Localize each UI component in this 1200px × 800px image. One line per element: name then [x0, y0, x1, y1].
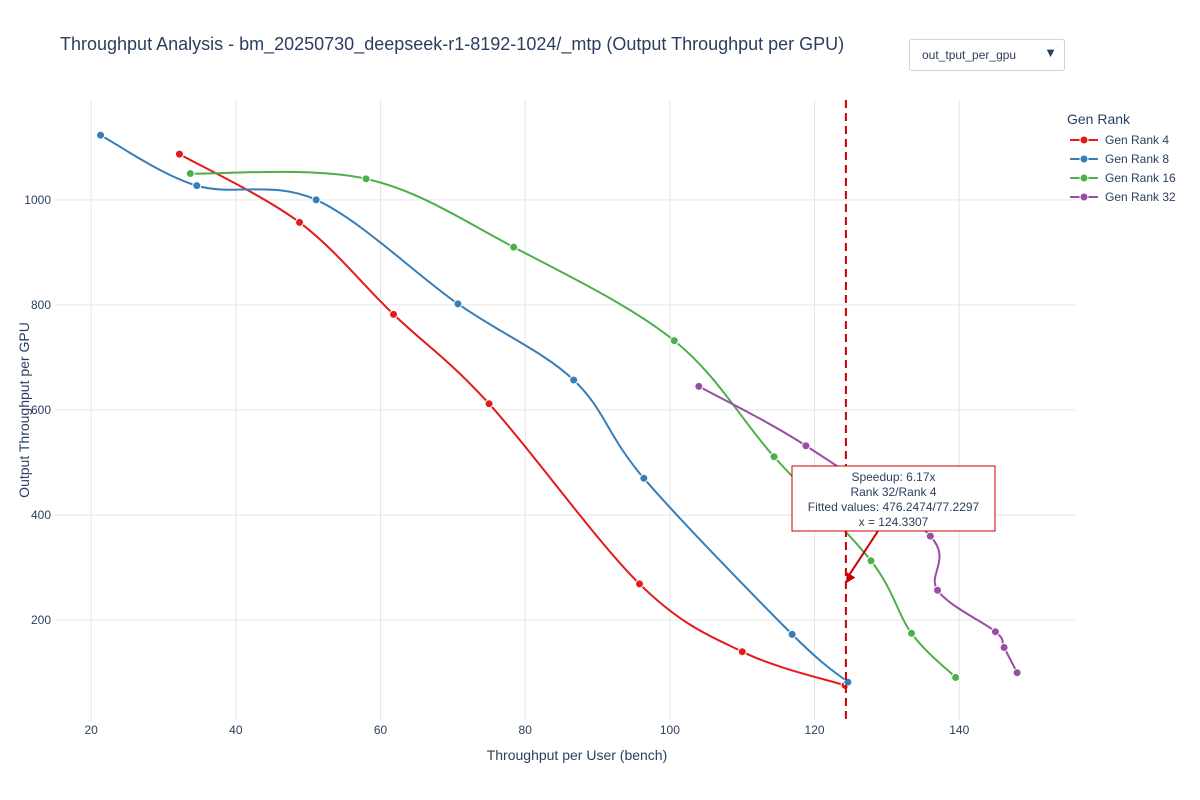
legend-swatch-marker	[1079, 173, 1089, 183]
y-tick-label: 200	[31, 613, 51, 627]
gen-rank-16-point[interactable]	[866, 556, 876, 566]
gen-rank-32-point[interactable]	[999, 642, 1009, 652]
annotation-line: Rank 32/Rank 4	[850, 485, 936, 499]
gen-rank-4-point[interactable]	[295, 217, 305, 227]
legend-item-gen-rank-4[interactable]: Gen Rank 4	[1070, 133, 1169, 147]
gen-rank-16-point[interactable]	[769, 452, 779, 462]
gen-rank-16-point[interactable]	[185, 169, 195, 179]
legend-swatch-marker	[1079, 135, 1089, 145]
gen-rank-8-line	[100, 134, 849, 683]
gen-rank-8-point[interactable]	[96, 130, 106, 140]
legend-title: Gen Rank	[1067, 111, 1131, 127]
gen-rank-16-point[interactable]	[951, 672, 961, 682]
y-tick-label: 400	[31, 508, 51, 522]
x-tick-label: 140	[949, 723, 969, 737]
y-axis-label: Output Throughput per GPU	[16, 322, 32, 498]
gen-rank-32-point[interactable]	[925, 531, 935, 541]
gen-rank-16-point[interactable]	[907, 628, 917, 638]
gen-rank-8-point[interactable]	[453, 299, 463, 309]
gen-rank-32-point[interactable]	[933, 585, 943, 595]
gen-rank-8-point[interactable]	[311, 195, 321, 205]
annotation-line: Speedup: 6.17x	[851, 470, 935, 484]
legend-item-gen-rank-32[interactable]: Gen Rank 32	[1070, 190, 1176, 204]
annotation-box	[791, 465, 996, 532]
legend: Gen Rank 4 Gen Rank 8 Gen Rank 16 Gen Rank …	[1070, 133, 1176, 204]
gen-rank-32-point[interactable]	[801, 441, 811, 451]
x-axis-label: Throughput per User (bench)	[487, 747, 668, 763]
gen-rank-32-point[interactable]	[1012, 668, 1022, 678]
gen-rank-8-point[interactable]	[569, 375, 579, 385]
gen-rank-8-point[interactable]	[843, 677, 853, 687]
y-tick-label: 1000	[24, 193, 51, 207]
chevron-down-icon: ▼	[1044, 45, 1057, 60]
legend-item-gen-rank-16[interactable]: Gen Rank 16	[1070, 171, 1176, 185]
gen-rank-16-line	[190, 170, 957, 679]
x-tick-label: 100	[660, 723, 680, 737]
chart-title: Throughput Analysis - bm_20250730_deepse…	[60, 34, 844, 55]
y-tick-label: 600	[31, 403, 51, 417]
gen-rank-4-point[interactable]	[174, 149, 184, 159]
legend-label: Gen Rank 4	[1105, 133, 1169, 147]
metric-dropdown[interactable]: out_tput_per_gpu ▼	[909, 39, 1065, 71]
axis-ticks: 20 40 60 80 100 120 140 200 400 600 800 1000	[24, 193, 969, 737]
x-tick-label: 20	[84, 723, 98, 737]
gen-rank-4-point[interactable]	[484, 399, 494, 409]
y-tick-label: 800	[31, 298, 51, 312]
annotation-line: Fitted values: 476.2474/77.2297	[808, 500, 980, 514]
gen-rank-4-point[interactable]	[389, 309, 399, 319]
gen-rank-32-point[interactable]	[694, 381, 704, 391]
x-tick-label: 120	[805, 723, 825, 737]
legend-label: Gen Rank 16	[1105, 171, 1176, 185]
metric-dropdown-value: out_tput_per_gpu	[922, 48, 1017, 62]
legend-label: Gen Rank 32	[1105, 190, 1176, 204]
gen-rank-16-point[interactable]	[361, 174, 371, 184]
legend-label: Gen Rank 8	[1105, 152, 1169, 166]
gen-rank-8-point[interactable]	[639, 473, 649, 483]
annotation-arrow	[848, 530, 879, 576]
gen-rank-32-point[interactable]	[990, 627, 1000, 637]
gridlines	[55, 100, 1075, 720]
x-tick-label: 80	[519, 723, 533, 737]
gen-rank-8-point[interactable]	[192, 181, 202, 191]
series-lines	[96, 130, 1022, 690]
legend-item-gen-rank-8[interactable]: Gen Rank 8	[1070, 152, 1169, 166]
x-tick-label: 40	[229, 723, 243, 737]
gen-rank-4-point[interactable]	[635, 579, 645, 589]
legend-swatch-marker	[1079, 154, 1089, 164]
gen-rank-16-point[interactable]	[509, 242, 519, 252]
annotation-line: x = 124.3307	[859, 515, 929, 529]
legend-swatch-marker	[1079, 192, 1089, 202]
gen-rank-8-point[interactable]	[787, 629, 797, 639]
annotation-arrowhead	[845, 572, 856, 584]
gen-rank-4-point[interactable]	[737, 647, 747, 657]
x-tick-label: 60	[374, 723, 388, 737]
gen-rank-16-point[interactable]	[669, 336, 679, 346]
